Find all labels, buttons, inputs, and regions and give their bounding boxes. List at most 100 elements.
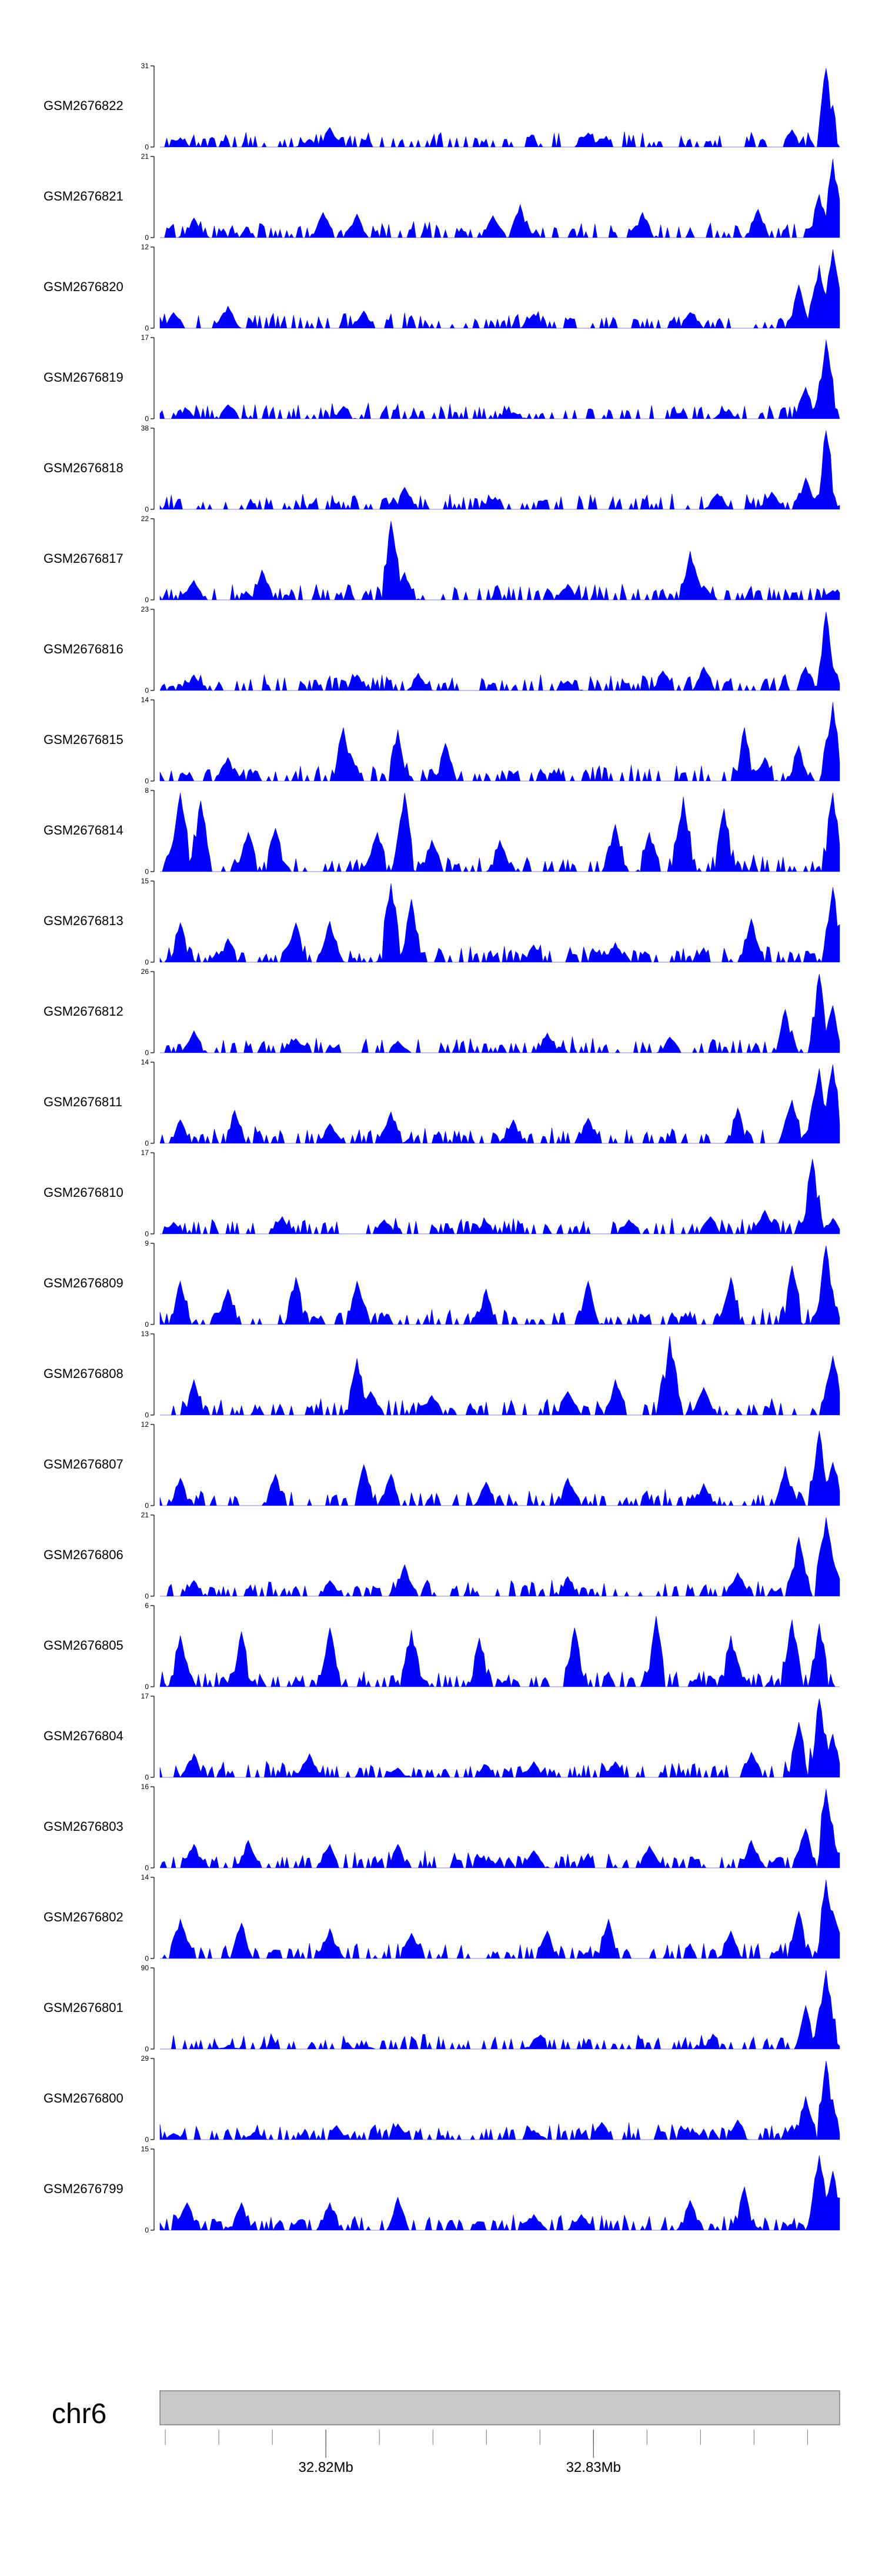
track-label: GSM2676816	[44, 642, 123, 656]
chromosome-label: chr6	[52, 2398, 106, 2430]
y-axis-max-label: 14	[141, 696, 149, 704]
track-label: GSM2676819	[44, 370, 123, 385]
y-axis-max-label: 15	[141, 877, 149, 885]
track-GSM2676812: GSM2676812 26 0	[44, 967, 840, 1057]
track-GSM2676806: GSM2676806 21 0	[44, 1511, 840, 1600]
y-axis-max-label: 14	[141, 1058, 149, 1066]
y-axis-max-label: 22	[141, 515, 149, 523]
coverage-area	[159, 1430, 840, 1507]
track-GSM2676819: GSM2676819 17 0	[44, 333, 840, 423]
track-GSM2676817: GSM2676817 22 0	[44, 515, 840, 604]
y-axis-max-label: 14	[141, 1873, 149, 1881]
track-GSM2676816: GSM2676816 23 0	[44, 605, 840, 695]
track-GSM2676814: GSM2676814 8 0	[44, 786, 840, 876]
track-GSM2676821: GSM2676821 21 0	[44, 152, 840, 242]
y-axis-max-label: 12	[141, 1420, 149, 1429]
coverage-area	[159, 1616, 840, 1688]
y-axis-min-label: 0	[145, 1864, 149, 1872]
coverage-area	[160, 1336, 840, 1416]
coverage-area	[159, 520, 840, 601]
y-axis-max-label: 8	[145, 786, 149, 795]
y-axis-min-label: 0	[145, 867, 149, 876]
track-label: GSM2676799	[44, 2181, 123, 2196]
y-axis-max-label: 21	[141, 152, 149, 161]
y-axis-min-label: 0	[145, 324, 149, 332]
track-label: GSM2676821	[44, 189, 123, 203]
y-axis-min-label: 0	[145, 1049, 149, 1057]
chromosome-axis: chr6 32.82Mb 32.83Mb	[52, 2390, 840, 2475]
y-axis-min-label: 0	[145, 233, 149, 242]
track-label: GSM2676807	[44, 1457, 123, 1471]
coverage-area	[160, 158, 840, 239]
y-axis-max-label: 12	[141, 243, 149, 251]
track-GSM2676804: GSM2676804 17 0	[44, 1692, 840, 1781]
track-GSM2676800: GSM2676800 29 0	[44, 2054, 840, 2144]
track-GSM2676803: GSM2676803 16 0	[44, 1783, 840, 1872]
axis-tick-label: 32.82Mb	[298, 2460, 353, 2475]
chromosome-bar	[159, 2390, 840, 2425]
y-axis-max-label: 6	[145, 1601, 149, 1610]
track-label: GSM2676800	[44, 2091, 123, 2105]
y-axis-min-label: 0	[145, 777, 149, 785]
y-axis-min-label: 0	[145, 2045, 149, 2053]
track-GSM2676805: GSM2676805 6 0	[44, 1601, 840, 1691]
y-axis-max-label: 13	[141, 1330, 149, 1338]
track-label: GSM2676811	[44, 1095, 122, 1109]
coverage-area	[159, 883, 840, 963]
track-GSM2676822: GSM2676822 31 0	[44, 62, 840, 151]
y-axis-min-label: 0	[145, 505, 149, 513]
coverage-area	[160, 68, 840, 148]
y-axis-max-label: 38	[141, 424, 149, 432]
axis-tick-label: 32.83Mb	[566, 2460, 621, 2475]
y-axis-min-label: 0	[145, 686, 149, 695]
y-axis-min-label: 0	[145, 1411, 149, 1419]
track-label: GSM2676802	[44, 1910, 123, 1924]
coverage-area	[160, 1879, 840, 1960]
y-axis-min-label: 0	[145, 1139, 149, 1147]
track-GSM2676808: GSM2676808 13 0	[44, 1330, 840, 1419]
track-label: GSM2676805	[44, 1638, 123, 1653]
coverage-area	[159, 1245, 840, 1326]
coverage-area	[159, 1698, 840, 1778]
track-label: GSM2676806	[44, 1547, 123, 1562]
y-axis-min-label: 0	[145, 1230, 149, 1238]
track-GSM2676811: GSM2676811 14 0	[44, 1058, 840, 1147]
track-label: GSM2676818	[44, 461, 123, 475]
y-axis-min-label: 0	[145, 415, 149, 423]
coverage-tracks: GSM2676822310GSM2676821210GSM2676820120G…	[44, 62, 840, 2234]
track-label: GSM2676814	[44, 823, 123, 837]
y-axis-min-label: 0	[145, 596, 149, 604]
track-label: GSM2676815	[44, 732, 123, 747]
y-axis-min-label: 0	[145, 2226, 149, 2234]
y-axis-min-label: 0	[145, 1592, 149, 1600]
track-GSM2676799: GSM2676799 15 0	[44, 2145, 840, 2234]
y-axis-max-label: 26	[141, 967, 149, 976]
y-axis-max-label: 90	[141, 1964, 149, 1972]
track-GSM2676807: GSM2676807 12 0	[44, 1420, 840, 1510]
y-axis-min-label: 0	[145, 1320, 149, 1329]
y-axis-max-label: 16	[141, 1783, 149, 1791]
coverage-area	[160, 1159, 840, 1235]
coverage-area	[160, 973, 840, 1054]
coverage-area	[159, 2060, 840, 2141]
coverage-area	[160, 792, 840, 873]
track-label: GSM2676812	[44, 1004, 123, 1019]
y-axis-max-label: 31	[141, 62, 149, 70]
coverage-area	[159, 249, 840, 329]
coverage-area	[159, 430, 840, 510]
track-GSM2676801: GSM2676801 90 0	[44, 1964, 840, 2053]
track-label: GSM2676809	[44, 1276, 123, 1290]
coverage-area	[159, 339, 840, 420]
y-axis-min-label: 0	[145, 1683, 149, 1691]
track-label: GSM2676808	[44, 1366, 123, 1381]
coverage-area	[159, 702, 840, 782]
y-axis-max-label: 29	[141, 2054, 149, 2063]
y-axis-max-label: 17	[141, 1692, 149, 1700]
track-label: GSM2676820	[44, 279, 123, 294]
track-GSM2676813: GSM2676813 15 0	[44, 877, 840, 966]
y-axis-max-label: 23	[141, 605, 149, 613]
coverage-area	[159, 611, 840, 692]
y-axis-max-label: 17	[141, 333, 149, 342]
coverage-area	[160, 1970, 840, 2050]
